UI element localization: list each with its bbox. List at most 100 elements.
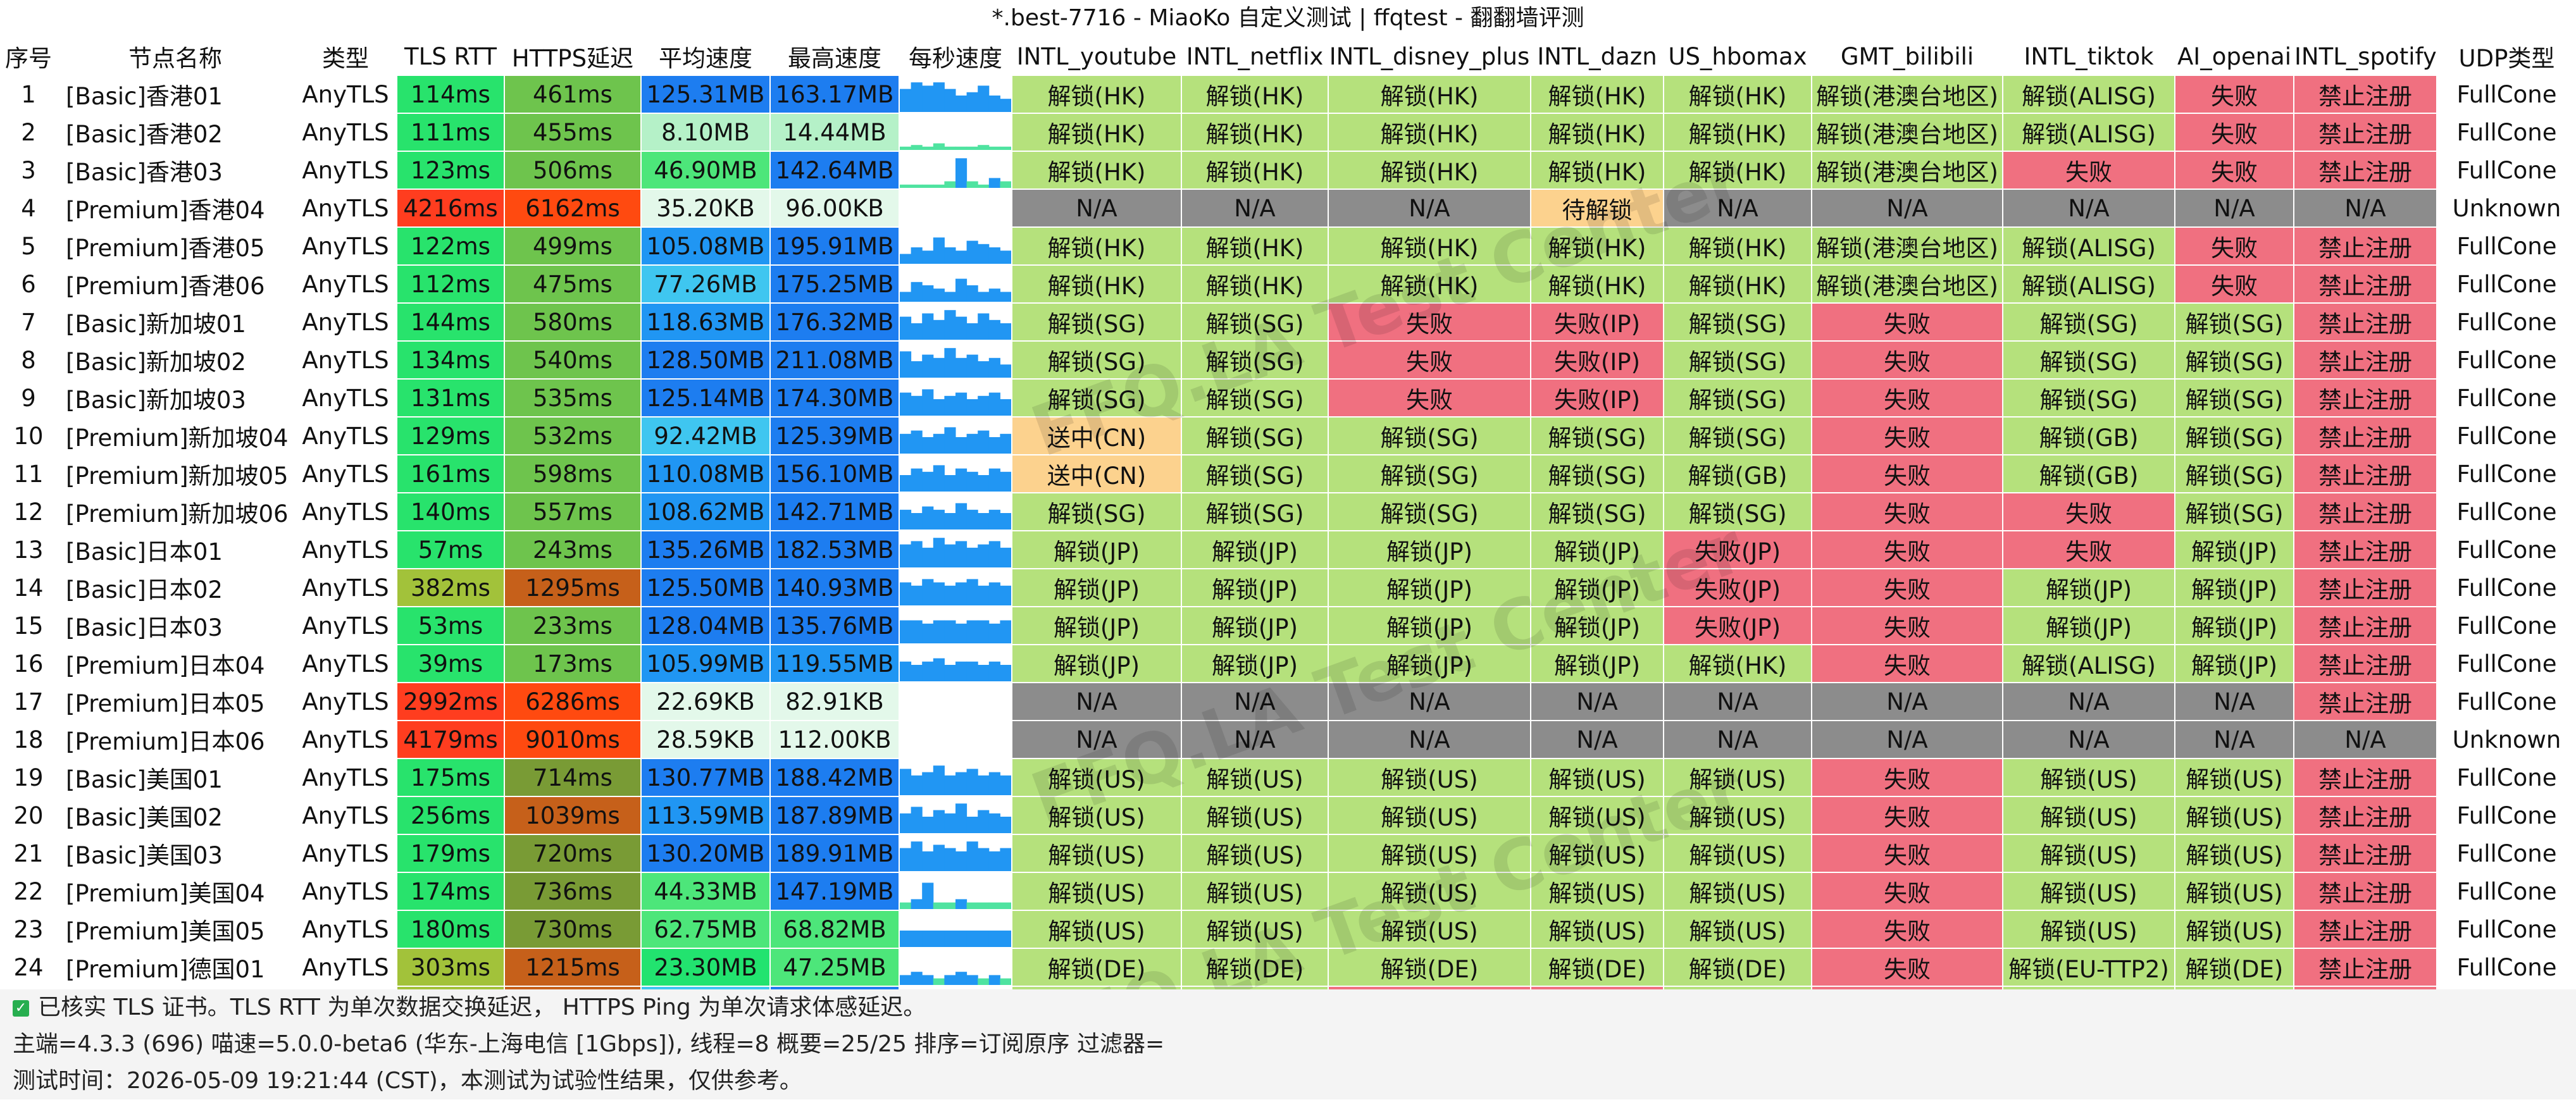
col-header-netflix[interactable]: INTL_netflix bbox=[1181, 37, 1329, 76]
node-type-cell: AnyTLS bbox=[294, 454, 397, 493]
node-type-cell: AnyTLS bbox=[294, 758, 397, 797]
col-header-https-delay[interactable]: HTTPS延迟 bbox=[504, 37, 642, 76]
col-header-spotify[interactable]: INTL_spotify bbox=[2293, 37, 2437, 76]
sparkline-bar bbox=[978, 665, 990, 681]
table-row[interactable]: 18 [Premium]日本06 AnyTLS 4179ms 9010ms 28.59KB… bbox=[0, 720, 2576, 759]
sparkline-bar bbox=[955, 803, 968, 833]
table-row[interactable]: 22 [Premium]美国04 AnyTLS 174ms 736ms 44.33MB 14… bbox=[0, 872, 2576, 911]
col-header-hbomax[interactable]: US_hbomax bbox=[1663, 37, 1812, 76]
table-row[interactable]: 3 [Basic]香港03 AnyTLS 123ms 506ms 46.90MB 142.6… bbox=[0, 151, 2576, 190]
table-row[interactable]: 8 [Basic]新加坡02 AnyTLS 134ms 540ms 128.50MB 211… bbox=[0, 340, 2576, 380]
col-header-openai[interactable]: AI_openai bbox=[2174, 37, 2294, 76]
sparkline-bar bbox=[988, 357, 1000, 378]
youtube-status-cell: 解锁(HK) bbox=[1011, 151, 1182, 190]
sparkline-bar bbox=[988, 813, 1000, 833]
col-header-udp-type[interactable]: UDP类型 bbox=[2436, 37, 2576, 76]
table-row[interactable]: 21 [Basic]美国03 AnyTLS 179ms 720ms 130.20MB 189… bbox=[0, 834, 2576, 873]
table-row[interactable]: 2 [Basic]香港02 AnyTLS 111ms 455ms 8.10MB 14.44M… bbox=[0, 113, 2576, 152]
sparkline-bar bbox=[922, 772, 934, 795]
speed-sparkline bbox=[899, 151, 1012, 190]
https-delay-cell: 6162ms bbox=[504, 189, 642, 228]
table-row[interactable]: 14 [Basic]日本02 AnyTLS 382ms 1295ms 125.50MB 14… bbox=[0, 568, 2576, 607]
col-header-dazn[interactable]: INTL_dazn bbox=[1530, 37, 1664, 76]
table-row[interactable]: 10 [Premium]新加坡04 AnyTLS 129ms 532ms 92.42MB 1… bbox=[0, 416, 2576, 455]
dazn-status-cell: 解锁(HK) bbox=[1530, 151, 1664, 190]
spotify-status-cell: 禁止注册 bbox=[2293, 226, 2437, 266]
https-delay-cell: 233ms bbox=[504, 606, 642, 645]
udp-type-cell: FullCone bbox=[2436, 644, 2576, 683]
sparkline-bar bbox=[1000, 978, 1011, 985]
row-index-cell: 4 bbox=[0, 189, 57, 228]
row-index-cell: 12 bbox=[0, 492, 57, 531]
spotify-status-cell: 禁止注册 bbox=[2293, 948, 2437, 987]
node-type-cell: AnyTLS bbox=[294, 189, 397, 228]
sparkline-bar bbox=[933, 810, 945, 833]
table-row[interactable]: 12 [Premium]新加坡06 AnyTLS 140ms 557ms 108.62MB… bbox=[0, 492, 2576, 531]
table-row[interactable]: 6 [Premium]香港06 AnyTLS 112ms 475ms 77.26MB 175… bbox=[0, 264, 2576, 304]
table-row[interactable]: 19 [Basic]美国01 AnyTLS 175ms 714ms 130.77MB 188… bbox=[0, 758, 2576, 797]
table-row[interactable]: 24 [Premium]德国01 AnyTLS 303ms 1215ms 23.30MB 4… bbox=[0, 948, 2576, 987]
youtube-status-cell: 解锁(US) bbox=[1011, 910, 1182, 949]
table-row[interactable]: 11 [Premium]新加坡05 AnyTLS 161ms 598ms 110.08MB… bbox=[0, 454, 2576, 493]
sparkline-bar bbox=[978, 931, 990, 947]
sparkline-bar bbox=[911, 323, 923, 340]
udp-type-cell: FullCone bbox=[2436, 872, 2576, 911]
table-row[interactable]: 5 [Premium]香港05 AnyTLS 122ms 499ms 105.08MB 19… bbox=[0, 226, 2576, 266]
tiktok-status-cell: 解锁(ALISG) bbox=[2002, 113, 2175, 152]
netflix-status-cell: 解锁(US) bbox=[1181, 758, 1329, 797]
col-header-max-speed[interactable]: 最高速度 bbox=[769, 37, 900, 76]
sparkline-bar bbox=[911, 541, 923, 567]
netflix-status-cell: 解锁(SG) bbox=[1181, 340, 1329, 380]
hbomax-status-cell: N/A bbox=[1663, 189, 1812, 228]
col-header-type[interactable]: 类型 bbox=[294, 37, 397, 76]
table-row[interactable]: 9 [Basic]新加坡03 AnyTLS 131ms 535ms 125.14MB 174… bbox=[0, 378, 2576, 418]
tls-rtt-cell: 4179ms bbox=[396, 720, 505, 759]
max-speed-cell: 140.93MB bbox=[769, 568, 900, 607]
sparkline-bar bbox=[955, 899, 968, 909]
tls-rtt-cell: 382ms bbox=[396, 568, 505, 607]
col-header-youtube[interactable]: INTL_youtube bbox=[1011, 37, 1182, 76]
col-header-index[interactable]: 序号 bbox=[0, 37, 57, 76]
sparkline-bar bbox=[966, 902, 978, 909]
tls-rtt-cell: 144ms bbox=[396, 302, 505, 342]
col-header-per-second-speed[interactable]: 每秒速度 bbox=[899, 37, 1012, 76]
table-row[interactable]: 17 [Premium]日本05 AnyTLS 2992ms 6286ms 22.69KB… bbox=[0, 682, 2576, 721]
avg-speed-cell: 105.99MB bbox=[640, 644, 771, 683]
udp-type-cell: FullCone bbox=[2436, 264, 2576, 304]
table-row[interactable]: 4 [Premium]香港04 AnyTLS 4216ms 6162ms 35.20KB 9… bbox=[0, 189, 2576, 228]
sparkline-bar bbox=[988, 437, 1000, 454]
col-header-tiktok[interactable]: INTL_tiktok bbox=[2002, 37, 2175, 76]
openai-status-cell: 解锁(US) bbox=[2174, 910, 2294, 949]
bilibili-status-cell: 解锁(港澳台地区) bbox=[1811, 151, 2003, 190]
max-speed-cell: 142.64MB bbox=[769, 151, 900, 190]
tls-rtt-cell: 2992ms bbox=[396, 682, 505, 721]
sparkline-bar bbox=[966, 841, 978, 871]
openai-status-cell: 解锁(SG) bbox=[2174, 340, 2294, 380]
udp-type-cell: FullCone bbox=[2436, 416, 2576, 455]
sparkline-bar bbox=[922, 975, 934, 985]
table-row[interactable]: 1 [Basic]香港01 AnyTLS 114ms 461ms 125.31MB 163.… bbox=[0, 75, 2576, 114]
sparkline-bar bbox=[922, 313, 934, 340]
col-header-tls-rtt[interactable]: TLS RTT bbox=[396, 37, 505, 76]
disney-plus-status-cell: 失败 bbox=[1328, 340, 1531, 380]
col-header-disney-plus[interactable]: INTL_disney_plus bbox=[1328, 37, 1531, 76]
table-row[interactable]: 13 [Basic]日本01 AnyTLS 57ms 243ms 135.26MB 182.… bbox=[0, 530, 2576, 569]
dazn-status-cell: N/A bbox=[1530, 682, 1664, 721]
sparkline-bar bbox=[1000, 292, 1011, 302]
table-row[interactable]: 16 [Premium]日本04 AnyTLS 39ms 173ms 105.99MB 11… bbox=[0, 644, 2576, 683]
max-speed-cell: 68.82MB bbox=[769, 910, 900, 949]
col-header-avg-speed[interactable]: 平均速度 bbox=[640, 37, 771, 76]
dazn-status-cell: 待解锁 bbox=[1530, 189, 1664, 228]
sparkline-bar bbox=[1000, 99, 1011, 112]
col-header-bilibili[interactable]: GMT_bilibili bbox=[1811, 37, 2003, 76]
bilibili-status-cell: 失败 bbox=[1811, 568, 2003, 607]
spotify-status-cell: 禁止注册 bbox=[2293, 872, 2437, 911]
spotify-status-cell: N/A bbox=[2293, 720, 2437, 759]
col-header-name[interactable]: 节点名称 bbox=[56, 37, 295, 76]
table-row[interactable]: 23 [Premium]美国05 AnyTLS 180ms 730ms 62.75MB 68… bbox=[0, 910, 2576, 949]
hbomax-status-cell: 解锁(DE) bbox=[1663, 948, 1812, 987]
table-row[interactable]: 15 [Basic]日本03 AnyTLS 53ms 233ms 128.04MB 135.… bbox=[0, 606, 2576, 645]
table-row[interactable]: 7 [Basic]新加坡01 AnyTLS 144ms 580ms 118.63MB 176… bbox=[0, 302, 2576, 342]
table-row[interactable]: 20 [Basic]美国02 AnyTLS 256ms 1039ms 113.59MB 18… bbox=[0, 796, 2576, 835]
https-delay-cell: 540ms bbox=[504, 340, 642, 380]
